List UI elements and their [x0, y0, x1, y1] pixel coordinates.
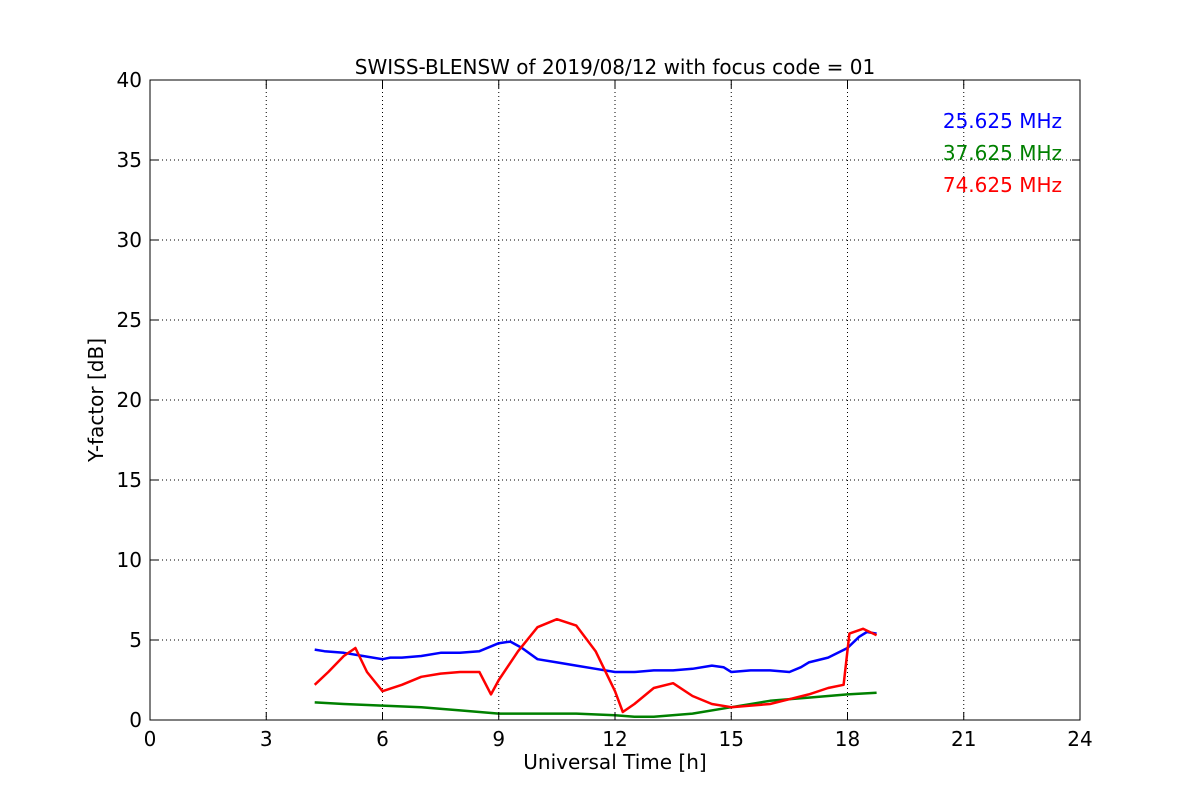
- y-tick-label: 10: [117, 548, 142, 572]
- legend-entry: 37.625 MHz: [943, 141, 1062, 165]
- x-tick-label: 0: [144, 727, 157, 751]
- y-tick-labels: 0 5 10 15 20 25 30 35 40: [117, 68, 142, 732]
- x-tick-label: 3: [260, 727, 273, 751]
- x-tick-label: 21: [951, 727, 976, 751]
- grid: [150, 80, 1080, 720]
- legend-entry: 74.625 MHz: [943, 173, 1062, 197]
- series-line-74-625-mhz: [313, 617, 878, 714]
- series-line-37-625-mhz: [314, 691, 877, 719]
- axis-ticks: [149, 79, 1081, 721]
- y-tick-label: 20: [117, 388, 142, 412]
- y-tick-label: 30: [117, 228, 142, 252]
- series-lines: [313, 617, 878, 719]
- legend-entry: 25.625 MHz: [943, 109, 1062, 133]
- chart-title: SWISS-BLENSW of 2019/08/12 with focus co…: [355, 55, 876, 79]
- y-tick-label: 40: [117, 68, 142, 92]
- y-tick-label: 15: [117, 468, 142, 492]
- y-tick-label: 25: [117, 308, 142, 332]
- y-tick-label: 0: [129, 708, 142, 732]
- x-tick-label: 9: [492, 727, 505, 751]
- x-axis-label: Universal Time [h]: [523, 750, 706, 774]
- y-tick-label: 35: [117, 148, 142, 172]
- x-tick-label: 24: [1067, 727, 1092, 751]
- x-tick-label: 15: [719, 727, 744, 751]
- x-tick-label: 6: [376, 727, 389, 751]
- x-tick-label: 12: [602, 727, 627, 751]
- x-tick-label: 18: [835, 727, 860, 751]
- y-tick-label: 5: [129, 628, 142, 652]
- legend: 25.625 MHz 37.625 MHz 74.625 MHz: [943, 109, 1062, 197]
- x-tick-labels: 0 3 6 9 12 15 18 21 24: [144, 727, 1093, 751]
- y-axis-label: Y-factor [dB]: [84, 338, 108, 463]
